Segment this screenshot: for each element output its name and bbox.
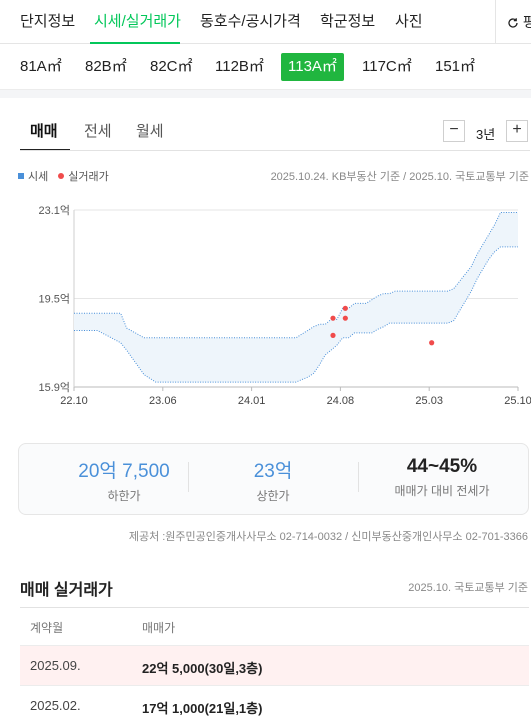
row-month: 2025.09. [30, 658, 81, 673]
legend-market-label: 시세 [28, 171, 49, 183]
x-tick-label: 25.10 [504, 395, 531, 407]
top-navigation: 단지정보 시세/실거래가 동호수/공시가격 학군정보 사진 평 [0, 0, 531, 44]
tab-jeonse[interactable]: 전세 [84, 123, 112, 140]
tab-complex-info[interactable]: 단지정보 [20, 13, 76, 30]
summary-ratio: 44~45% 매매가 대비 전세가 [372, 456, 512, 499]
data-provider-note: 제공처 :원주민공인중개사사무소 02-714-0032 / 신미부동산중개인사… [128, 531, 528, 543]
y-tick-label: 19.5억 [38, 293, 70, 306]
row-month: 2025.02. [30, 698, 81, 713]
market-price-lower-line [74, 246, 518, 383]
row-price: 22억 5,000(30일,3층) [142, 661, 263, 676]
area-chip-label: 112B㎡ [215, 58, 264, 75]
area-chip-label: 113A㎡ [288, 58, 337, 75]
jeonse-ratio-value: 44~45% [406, 456, 478, 477]
trade-tab-divider [20, 150, 530, 151]
low-price-value: 20억 7,500 [78, 461, 170, 482]
section-source-note: 2025.10. 국토교통부 기준 [408, 582, 528, 594]
y-tick-label: 15.9억 [38, 381, 70, 394]
column-contract-month: 계약월 [30, 621, 64, 635]
transaction-point [330, 315, 336, 321]
table-header: 계약월 매매가 [20, 607, 529, 645]
chart-source-note: 2025.10.24. KB부동산 기준 / 2025.10. 국토교통부 기준 [270, 171, 529, 183]
market-price-upper-line [74, 212, 518, 339]
tab-market-price[interactable]: 시세/실거래가 [94, 13, 181, 30]
x-tick-label: 22.10 [60, 395, 88, 407]
summary-divider [188, 462, 189, 492]
summary-high: 23억 상한가 [203, 456, 343, 504]
unit-toggle-button[interactable]: 평 [507, 12, 531, 32]
area-chip-label: 82C㎡ [150, 58, 193, 75]
area-chip-label: 81A㎡ [20, 58, 62, 75]
x-tick-label: 25.03 [415, 395, 443, 407]
transaction-point [342, 315, 348, 321]
area-chip-117c[interactable]: 117C㎡ [355, 53, 419, 81]
period-increase-button[interactable]: + [506, 120, 528, 142]
summary-divider [358, 462, 359, 492]
jeonse-ratio-label: 매매가 대비 전세가 [394, 484, 490, 498]
period-value: 3년 [476, 127, 496, 142]
area-chip-82b[interactable]: 82B㎡ [78, 53, 134, 81]
section-gap [0, 90, 531, 98]
period-decrease-button[interactable]: − [443, 120, 465, 142]
active-tab-indicator [90, 42, 180, 44]
transaction-point [342, 305, 348, 311]
nav-divider [495, 0, 496, 44]
area-selector: 81A㎡ 82B㎡ 82C㎡ 112B㎡ 113A㎡ 117C㎡ 151㎡ [0, 44, 531, 90]
area-chip-82c[interactable]: 82C㎡ [143, 53, 200, 81]
area-chip-label: 151㎡ [435, 58, 476, 75]
area-chip-label: 117C㎡ [362, 58, 412, 75]
table-row[interactable]: 2025.09. 22억 5,000(30일,3층) [20, 645, 529, 685]
area-chip-label: 82B㎡ [85, 58, 127, 75]
tab-monthly-rent[interactable]: 월세 [136, 123, 164, 140]
high-price-value: 23억 [253, 461, 293, 482]
summary-low: 20억 7,500 하한가 [54, 456, 194, 504]
tab-sale[interactable]: 매매 [30, 123, 58, 140]
area-chip-112b[interactable]: 112B㎡ [208, 53, 271, 81]
chart-legend: 시세 실거래가 [18, 168, 109, 184]
high-price-label: 상한가 [256, 489, 290, 503]
tab-school-info[interactable]: 학군정보 [320, 13, 376, 30]
refresh-icon [507, 14, 519, 30]
column-sale-price: 매매가 [142, 621, 176, 635]
area-chip-151[interactable]: 151㎡ [428, 53, 482, 81]
table-row[interactable]: 2025.02. 17억 1,000(21일,1층) [20, 685, 529, 718]
y-tick-label: 23.1억 [38, 204, 70, 217]
x-tick-label: 24.01 [238, 395, 266, 407]
unit-toggle-label: 평 [522, 14, 531, 30]
transaction-point [330, 332, 336, 338]
row-price: 17억 1,000(21일,1층) [142, 701, 263, 716]
low-price-label: 하한가 [107, 489, 141, 503]
area-chip-81a[interactable]: 81A㎡ [13, 53, 69, 81]
legend-actual-label: 실거래가 [68, 171, 109, 183]
tab-unit-public-price[interactable]: 동호수/공시가격 [200, 13, 301, 30]
transaction-dot-swatch [58, 173, 65, 179]
market-price-swatch [18, 173, 24, 179]
x-tick-label: 23.06 [149, 395, 177, 407]
price-summary: 20억 7,500 하한가 23억 상한가 44~45% 매매가 대비 전세가 [18, 443, 529, 515]
section-title: 매매 실거래가 [20, 582, 113, 599]
tab-photos[interactable]: 사진 [395, 13, 423, 30]
area-chip-113a[interactable]: 113A㎡ [281, 53, 344, 81]
x-tick-label: 24.08 [327, 395, 355, 407]
transaction-point [429, 340, 435, 346]
market-price-band [74, 212, 518, 383]
